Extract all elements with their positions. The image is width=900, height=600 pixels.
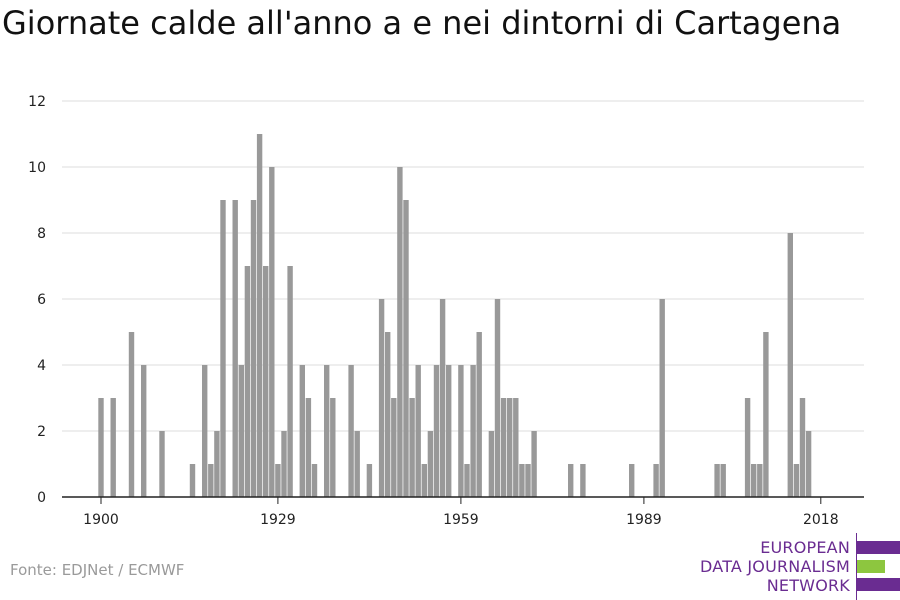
x-axis: 1900 1929 1959 1989 2018 [62,496,864,528]
x-tick-label: 1900 [83,512,119,528]
logo-line-2: DATA JOURNALISM [700,557,850,576]
bar [287,266,293,497]
bar [421,464,427,497]
bar [269,167,275,497]
logo-bar-top [857,541,900,554]
bar [763,332,769,497]
bars [98,134,812,497]
bar [275,464,281,497]
x-tick-label: 1959 [443,512,479,528]
bar [415,365,421,497]
bar [513,398,519,497]
bar [202,365,208,497]
bar [324,365,330,497]
bar [470,365,476,497]
bar [391,398,397,497]
y-tick-label: 6 [37,292,46,308]
y-tick-label: 12 [28,94,46,110]
bar [488,431,495,497]
logo-bar-bottom [857,578,900,591]
bar [805,431,812,497]
bar [281,431,287,497]
bar [397,167,403,497]
bar [250,200,257,497]
bar [714,464,720,497]
bar [568,464,574,497]
x-tick-label: 1989 [626,512,662,528]
bar [244,266,251,497]
bar [464,464,470,497]
bar [757,464,763,497]
bar [446,365,452,497]
bar [525,464,531,497]
bar [799,398,806,497]
logo-bar-middle [857,560,885,573]
bar [720,464,726,497]
bar [378,299,385,497]
bar [305,398,312,497]
y-tick-label: 8 [37,226,46,242]
y-tick-label: 10 [28,160,46,176]
bar [439,299,446,497]
bar [141,365,147,497]
x-tick-label: 2018 [803,512,839,528]
bar [629,464,635,497]
bar [98,398,104,497]
edjnet-logo: EUROPEAN DATA JOURNALISM NETWORK [700,533,900,600]
bar [366,464,373,497]
bar [458,365,464,497]
logo-line-3: NETWORK [766,576,850,595]
y-tick-label: 4 [37,358,46,374]
bar [580,464,586,497]
bar [128,332,135,497]
bar [427,431,434,497]
bar [189,464,196,497]
bar [476,332,482,497]
logo-line-1: EUROPEAN [760,538,850,557]
bar [214,431,220,497]
bar [256,134,263,497]
bar [385,332,391,497]
bar [433,365,440,497]
bar [787,233,793,497]
bar [531,431,537,497]
bar [653,464,659,497]
bar [507,398,513,497]
source-note: Fonte: EDJNet / ECMWF [10,561,185,579]
bar [311,464,318,497]
bar [263,266,269,497]
logo-divider [856,533,857,600]
bar [494,299,501,497]
bar [500,398,507,497]
bar [354,431,360,497]
chart-title: Giornate calde all'anno a e nei dintorni… [2,4,842,42]
bar [409,398,415,497]
bar [110,398,116,497]
bar [238,365,244,497]
bar [299,365,305,497]
bar [208,464,214,497]
bar [751,464,757,497]
y-tick-label: 0 [37,490,46,506]
bar [159,431,165,497]
bar [659,299,665,497]
bar [519,464,525,497]
bar [330,398,336,497]
bar [220,200,226,497]
bar [744,398,751,497]
y-tick-label: 2 [37,424,46,440]
x-tick-label: 1929 [260,512,296,528]
bar [403,200,409,497]
bar [348,365,354,497]
bar [232,200,238,497]
bar [793,464,800,497]
